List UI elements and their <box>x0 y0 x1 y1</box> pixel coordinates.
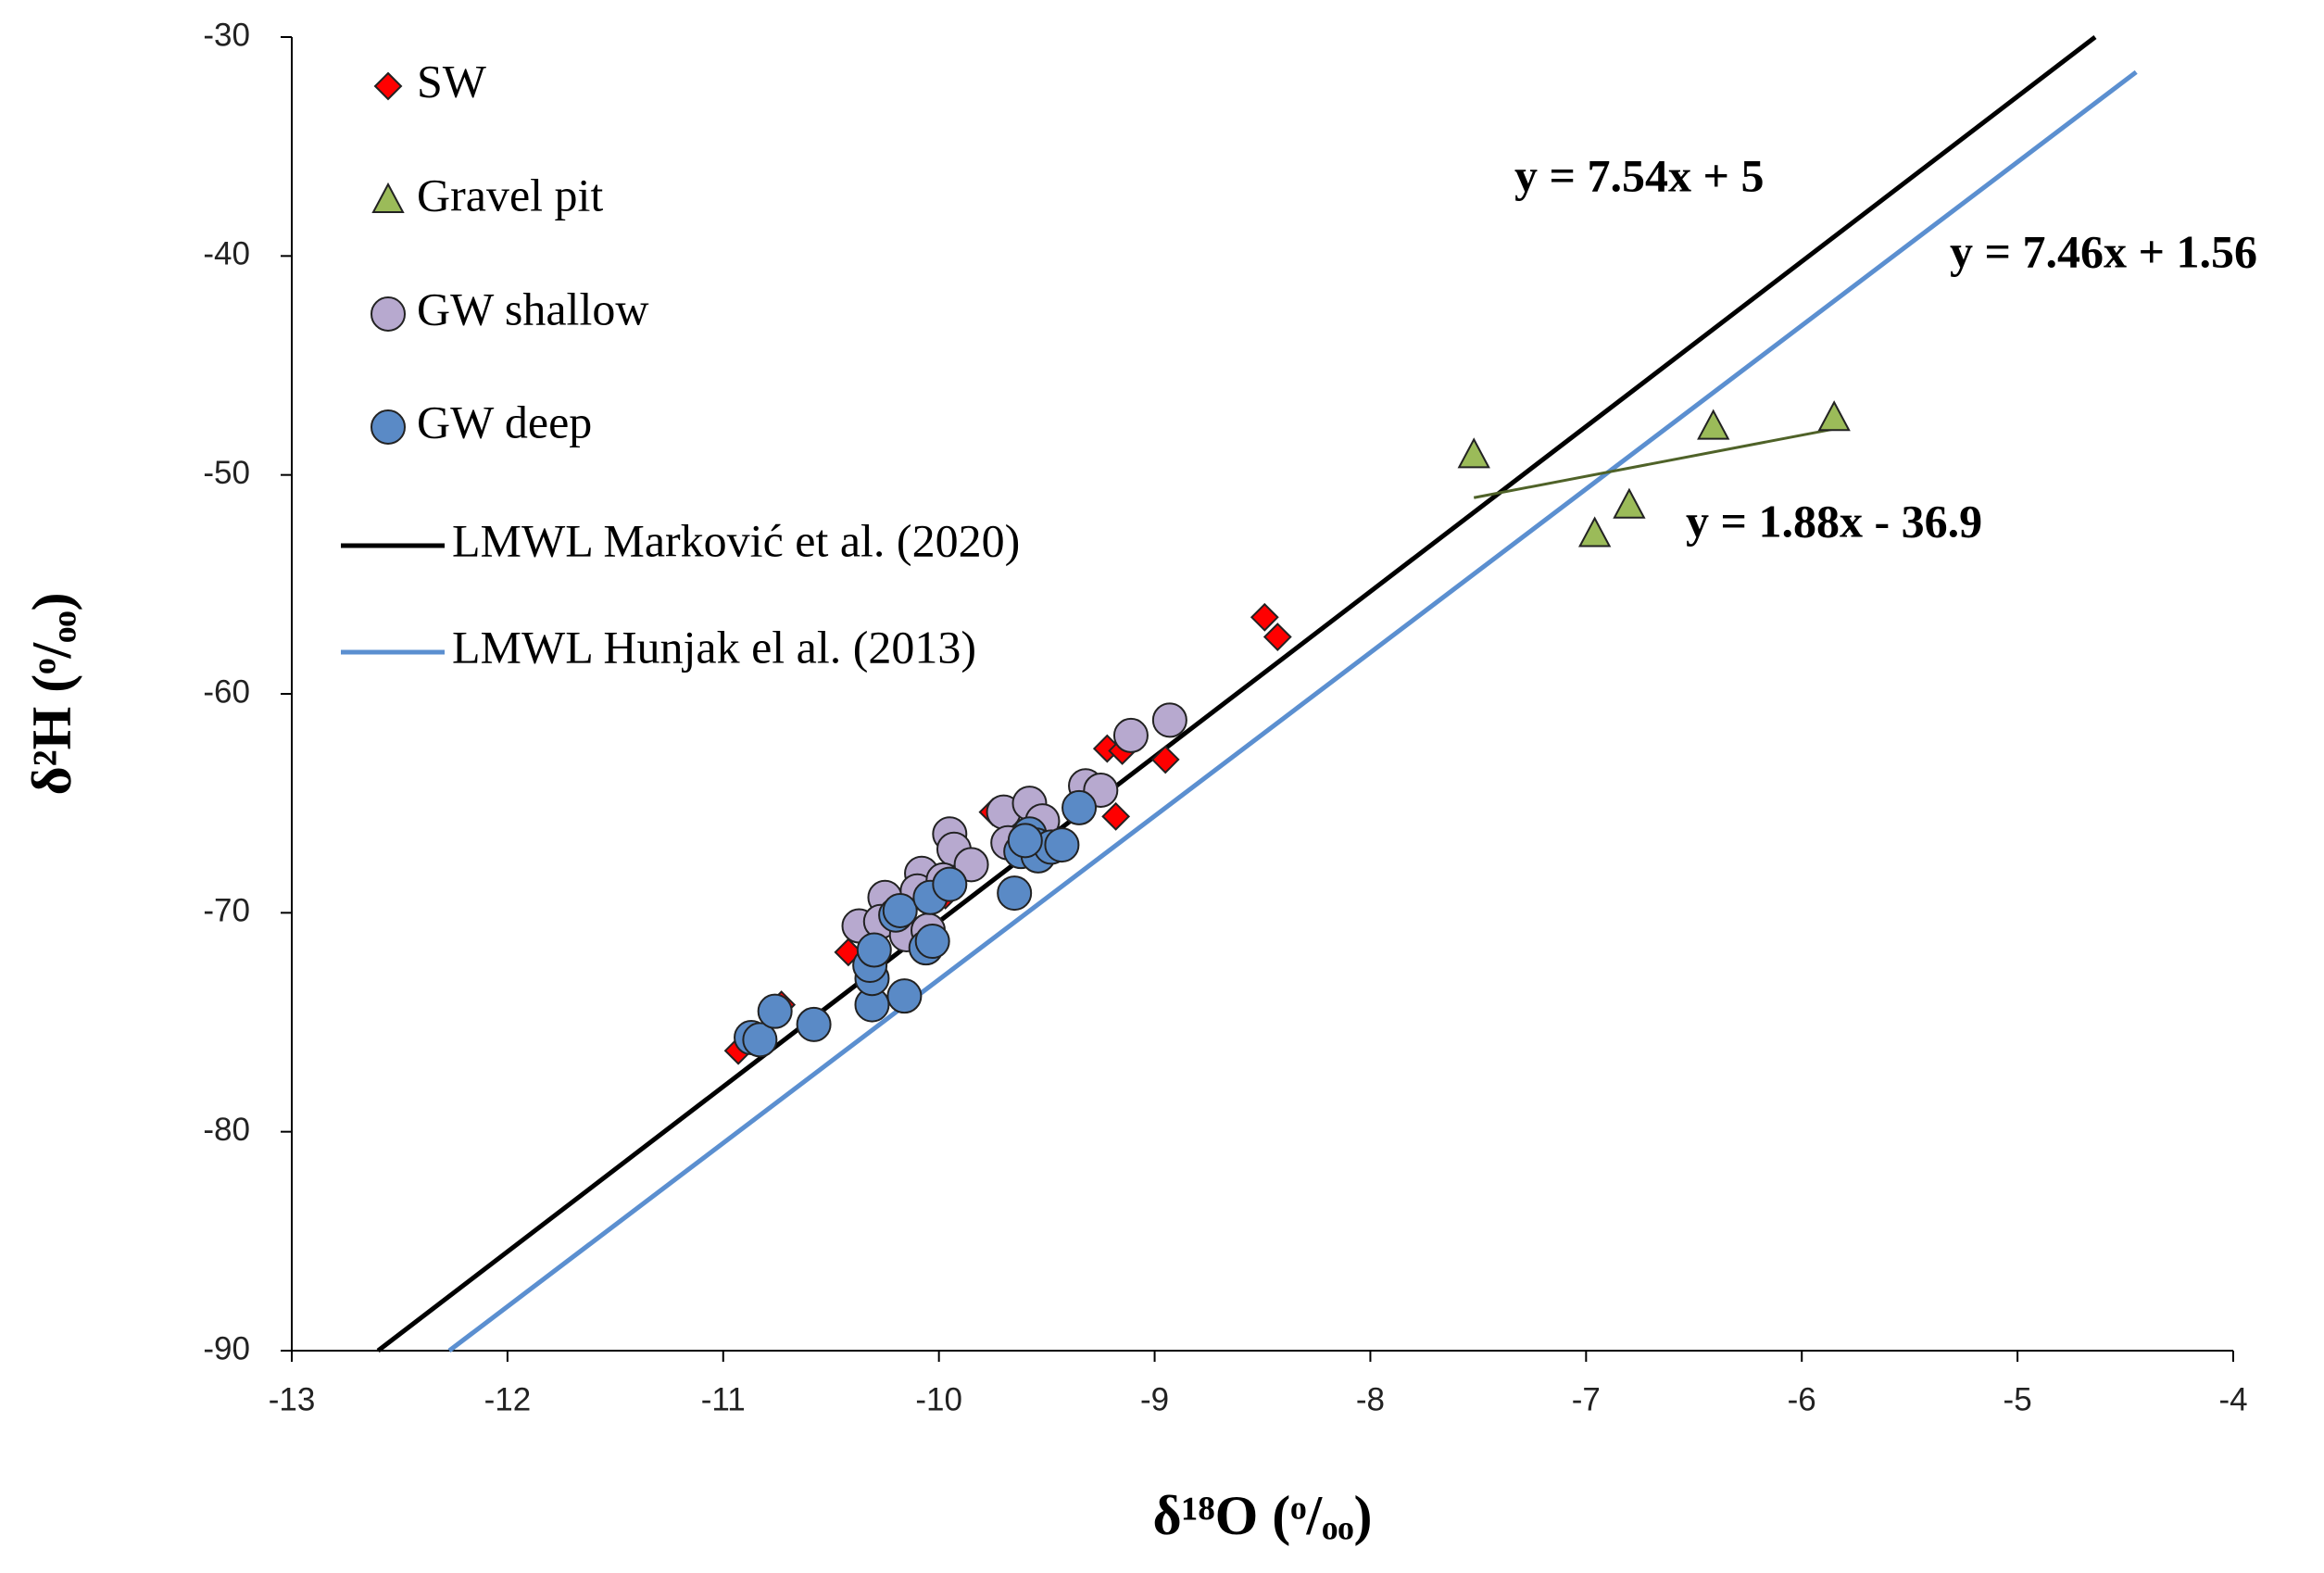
point <box>796 1006 832 1042</box>
point <box>1151 702 1187 738</box>
point <box>856 932 892 968</box>
point <box>1613 487 1646 519</box>
legend-label: SW <box>417 55 487 107</box>
x-tick-label: -10 <box>915 1381 962 1417</box>
legend-swatch <box>371 182 405 213</box>
y-tick-label: -90 <box>203 1330 250 1366</box>
legend-label: Gravel pit <box>417 169 603 220</box>
legend-label: GW shallow <box>417 283 648 334</box>
annotation: y = 7.46x + 1.56 <box>1950 225 2257 277</box>
point <box>1007 823 1043 859</box>
point <box>1101 801 1131 831</box>
point <box>1817 400 1851 432</box>
point <box>1697 409 1730 440</box>
x-tick-label: -4 <box>2218 1381 2247 1417</box>
legend-label: LMWL Hunjak el al. (2013) <box>452 621 976 673</box>
y-tick-label: -40 <box>203 236 250 272</box>
legend-label: LMWL Marković et al. (2020) <box>452 514 1020 566</box>
line <box>447 69 2138 1353</box>
point <box>914 924 950 960</box>
y-tick-label: -30 <box>203 17 250 53</box>
y-tick-label: -80 <box>203 1112 250 1148</box>
x-tick-label: -12 <box>484 1381 532 1417</box>
line <box>1473 427 1835 499</box>
legend-swatch <box>373 71 403 101</box>
annotation: y = 7.54x + 5 <box>1514 149 1764 201</box>
point <box>1577 516 1612 547</box>
annotation: y = 1.88x - 36.9 <box>1686 495 1982 547</box>
point <box>886 978 923 1014</box>
y-tick-label: -60 <box>203 673 250 710</box>
x-tick-label: -7 <box>1572 1381 1601 1417</box>
legend-swatch <box>371 409 406 445</box>
point <box>882 892 918 928</box>
x-tick-label: -9 <box>1140 1381 1169 1417</box>
x-tick-label: -5 <box>2004 1381 2032 1417</box>
point <box>932 866 968 902</box>
point <box>1150 745 1180 774</box>
x-axis-title: δ¹⁸O (ᵒ/ₒₒ) <box>1152 1485 1372 1546</box>
point <box>742 1022 778 1058</box>
x-tick-label: -6 <box>1788 1381 1816 1417</box>
point <box>1250 602 1279 632</box>
y-tick-label: -70 <box>203 893 250 929</box>
x-tick-label: -13 <box>269 1381 316 1417</box>
point <box>1112 717 1149 753</box>
y-axis-title: δ²H (ᵒ/ₒₒ) <box>21 592 82 795</box>
y-tick-label: -50 <box>203 455 250 491</box>
point <box>1062 789 1098 825</box>
point <box>1457 437 1490 469</box>
point <box>757 993 793 1029</box>
legend-swatch <box>371 296 406 332</box>
point <box>997 875 1033 912</box>
x-tick-label: -11 <box>701 1381 746 1417</box>
point <box>1044 827 1080 863</box>
point <box>1262 623 1292 651</box>
x-tick-label: -8 <box>1356 1381 1385 1417</box>
line <box>376 35 2097 1353</box>
legend-label: GW deep <box>417 396 592 447</box>
